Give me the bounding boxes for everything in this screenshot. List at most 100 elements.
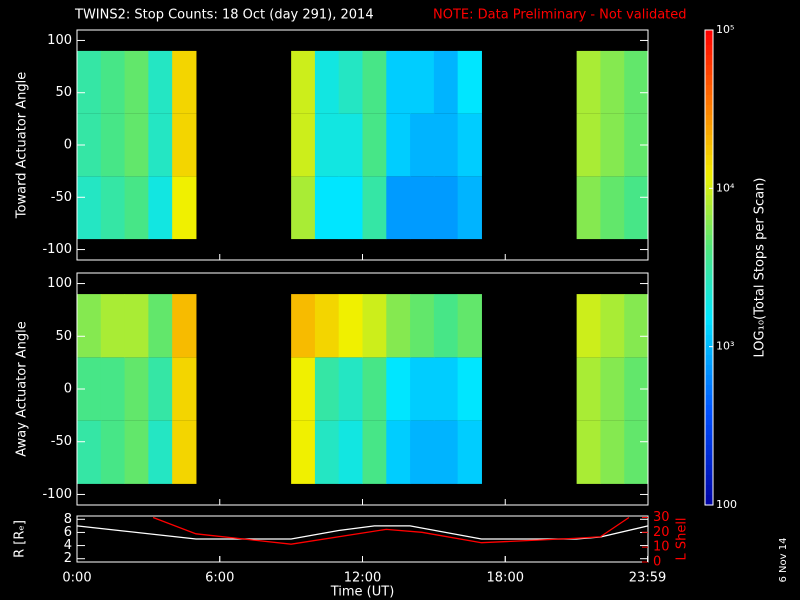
heatmap-cell: [291, 420, 316, 484]
x-tick-label: 12:00: [344, 571, 381, 586]
y-tick-label: 8: [64, 512, 72, 527]
x-tick-label: 18:00: [487, 571, 524, 586]
colorbar-band: [705, 390, 713, 396]
note: NOTE: Data Preliminary - Not validated: [433, 8, 687, 23]
heatmap-cell: [100, 420, 126, 484]
heatmap-cell: [291, 113, 316, 177]
colorbar-band: [705, 105, 713, 111]
heatmap-cell: [148, 113, 173, 177]
heatmap-cell: [386, 50, 411, 114]
colorbar-band: [705, 205, 713, 211]
x-axis-label: Time (UT): [330, 585, 395, 600]
heatmap-cell: [172, 357, 197, 421]
heatmap-cell: [433, 294, 459, 358]
heatmap-cell: [386, 294, 411, 358]
heatmap-cell: [291, 50, 316, 114]
heatmap-cell: [314, 357, 340, 421]
y2-axis-label: L Shell: [675, 517, 690, 560]
colorbar-band: [705, 350, 713, 356]
heatmap-cell: [124, 50, 149, 114]
heatmap-cell: [100, 50, 126, 114]
colorbar-band: [705, 45, 713, 51]
colorbar-band: [705, 330, 713, 336]
heatmap-cell: [172, 176, 197, 240]
heatmap-cell: [124, 113, 149, 177]
heatmap-cell: [457, 50, 482, 114]
heatmap-cell: [362, 50, 387, 114]
colorbar-band: [705, 290, 713, 296]
heatmap-cell: [362, 357, 387, 421]
colorbar-band: [705, 495, 713, 501]
heatmap-cell: [148, 50, 173, 114]
colorbar-band: [705, 155, 713, 161]
heatmap-cell: [362, 113, 387, 177]
line-series: [152, 516, 630, 545]
heatmap-cell: [172, 294, 197, 358]
heatmap-cell: [172, 420, 197, 484]
colorbar-tick-label: 10⁵: [716, 23, 734, 36]
colorbar-band: [705, 305, 713, 311]
colorbar-band: [705, 430, 713, 436]
colorbar-band: [705, 400, 713, 406]
colorbar-band: [705, 335, 713, 341]
heatmap-cell: [457, 294, 482, 358]
colorbar-band: [705, 165, 713, 171]
colorbar-band: [705, 345, 713, 351]
heatmap-cell: [124, 420, 149, 484]
heatmap-cell: [77, 50, 102, 114]
colorbar-band: [705, 150, 713, 156]
heatmap-cell: [600, 420, 625, 484]
heatmap-cell: [338, 294, 363, 358]
heatmap-cell: [362, 420, 387, 484]
heatmap-cell: [457, 113, 482, 177]
heatmap-cell: [338, 420, 363, 484]
colorbar-band: [705, 200, 713, 206]
colorbar-band: [705, 185, 713, 191]
colorbar-band: [705, 285, 713, 291]
colorbar-band: [705, 500, 713, 506]
colorbar-band: [705, 325, 713, 331]
heatmap-cell: [600, 294, 625, 358]
heatmap-cell: [410, 420, 435, 484]
colorbar-band: [705, 265, 713, 271]
heatmap-cell: [576, 113, 601, 177]
colorbar-band: [705, 190, 713, 196]
heatmap-cell: [148, 420, 173, 484]
heatmap-cell: [100, 357, 126, 421]
y-tick-label: 50: [55, 329, 72, 344]
heatmap-cell: [124, 294, 149, 358]
heatmap-cell: [291, 357, 316, 421]
heatmap-cell: [386, 113, 411, 177]
colorbar-band: [705, 120, 713, 126]
colorbar-band: [705, 370, 713, 376]
colorbar-band: [705, 375, 713, 381]
heatmap-cell: [576, 176, 601, 240]
y-tick-label: 4: [64, 538, 72, 553]
heatmap-cell: [77, 420, 102, 484]
colorbar-band: [705, 420, 713, 426]
colorbar-band: [705, 435, 713, 441]
colorbar-band: [705, 490, 713, 496]
heatmap-cell: [291, 176, 316, 240]
colorbar-band: [705, 455, 713, 461]
y-tick-label: 6: [64, 525, 72, 540]
colorbar-band: [705, 255, 713, 261]
heatmap-cell: [386, 357, 411, 421]
colorbar-band: [705, 180, 713, 186]
y-tick-label: 100: [47, 276, 72, 291]
colorbar-band: [705, 450, 713, 456]
heatmap-cell: [77, 294, 102, 358]
heatmap-cell: [410, 294, 435, 358]
colorbar-band: [705, 215, 713, 221]
colorbar-band: [705, 65, 713, 71]
heatmap-cell: [433, 113, 459, 177]
colorbar-band: [705, 170, 713, 176]
date-stamp: 6 Nov 14: [778, 538, 789, 583]
heatmap-cell: [624, 294, 649, 358]
colorbar-band: [705, 140, 713, 146]
heatmap-cell: [600, 357, 625, 421]
heatmap-cell: [124, 176, 149, 240]
y-tick-label: 100: [47, 33, 72, 48]
colorbar-band: [705, 135, 713, 141]
